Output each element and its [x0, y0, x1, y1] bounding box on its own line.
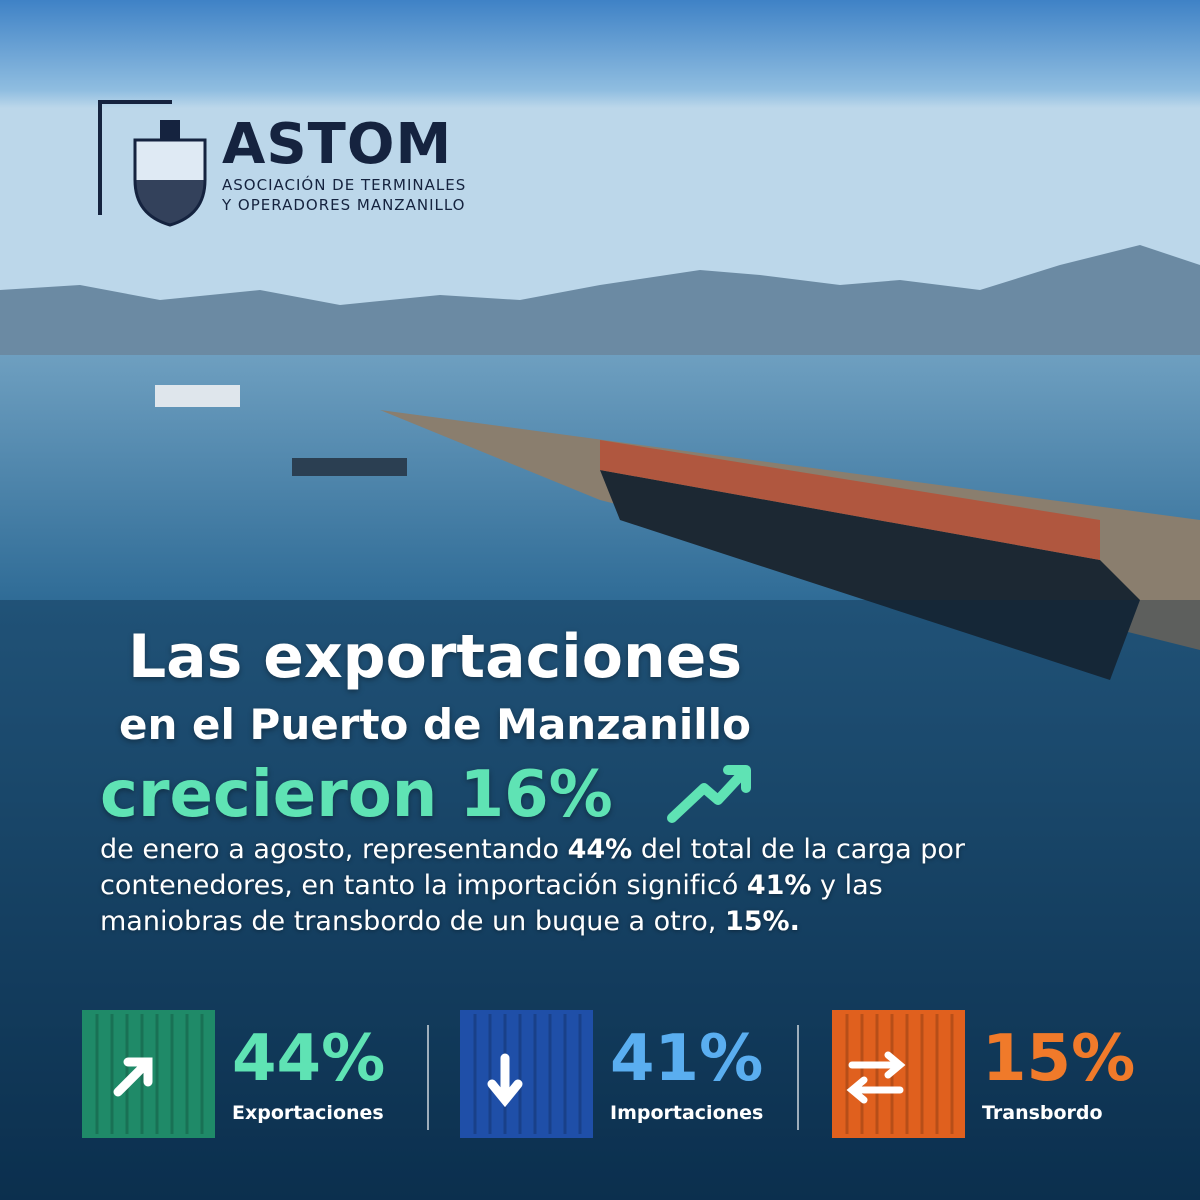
headline-highlight: crecieron 16%: [100, 758, 613, 832]
stat-value: 44%: [232, 1022, 386, 1096]
logo-name: ASTOM: [222, 112, 453, 177]
logo-ship: [160, 120, 180, 140]
stat-value: 15%: [982, 1022, 1136, 1096]
container: [460, 1010, 593, 1138]
container: [832, 1010, 965, 1138]
mountains: [0, 245, 1200, 360]
ship-small: [155, 385, 240, 407]
containers-row: [82, 1010, 965, 1138]
growth-arrow: [667, 765, 751, 823]
body-text: de enero a agosto, representando 44% del…: [100, 832, 1000, 940]
stat-label: Importaciones: [610, 1102, 764, 1124]
headline: Las exportaciones: [127, 622, 743, 692]
ship-hull: [600, 470, 1140, 680]
headline: en el Puerto de Manzanillo: [119, 700, 751, 749]
tug: [292, 458, 407, 476]
stat-label: Transbordo: [982, 1102, 1103, 1124]
body-segment: y las maniobras de transbordo de un buqu…: [100, 870, 883, 937]
body-segment: del total de la carga por contenedores, …: [100, 834, 965, 901]
body-segment: de enero a agosto, representando: [100, 834, 568, 865]
stat-value: 41%: [610, 1022, 764, 1096]
body-segment: 44%: [567, 834, 633, 865]
containers: [600, 440, 1100, 560]
icon-import: [487, 1053, 523, 1108]
icon-export: [113, 1057, 153, 1097]
logo-subtitle: Y OPERADORES MANZANILLO: [222, 196, 466, 214]
stat-label: Exportaciones: [232, 1102, 384, 1124]
logo-subtitle: ASOCIACIÓN DE TERMINALES: [222, 176, 467, 194]
body-segment: 15%.: [724, 906, 800, 937]
icon-transship: [846, 1051, 906, 1104]
logo-shield-fill: [135, 180, 205, 225]
logo-bracket: [98, 100, 172, 215]
body-segment: 41%: [746, 870, 812, 901]
